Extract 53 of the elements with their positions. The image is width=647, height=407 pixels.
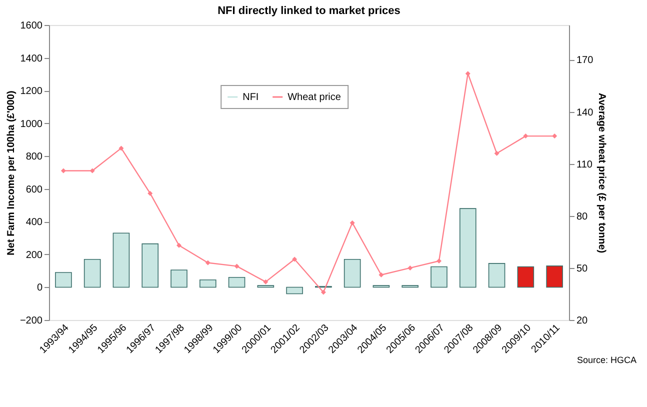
- bar: [517, 266, 534, 288]
- y-tick-label: 800: [26, 152, 43, 163]
- point: [378, 272, 384, 278]
- y-tick-label: 1600: [20, 20, 43, 32]
- point: [320, 290, 326, 295]
- y2-tick-label: 20: [576, 316, 588, 326]
- y-axis-title: Net Farm Income per 100ha (£'000): [6, 90, 17, 256]
- point: [148, 190, 153, 196]
- bar: [199, 279, 216, 288]
- y-tick-label: 200: [26, 250, 43, 261]
- bar: [430, 266, 448, 288]
- point: [523, 134, 528, 139]
- point: [60, 168, 66, 174]
- bar: [142, 243, 159, 288]
- bar: [344, 258, 361, 288]
- y2-tick-label: 50: [576, 263, 588, 274]
- source-note: Source: HGCA: [577, 355, 637, 365]
- y-tick-label: 1200: [20, 86, 43, 98]
- y2-tick-label: 110: [576, 159, 593, 170]
- y-tick-label: 0: [36, 282, 43, 294]
- legend-label: NFI: [242, 92, 259, 103]
- y2-tick-label: 140: [576, 107, 594, 118]
- legend-label: Wheat price: [288, 92, 342, 103]
- point: [408, 265, 413, 270]
- y-tick-label: 1400: [20, 53, 43, 64]
- point: [205, 260, 210, 266]
- bar: [459, 208, 476, 288]
- y2-tick-label: 80: [576, 211, 588, 222]
- y2-axis-title: Average wheat price (£ per tonne): [596, 92, 608, 254]
- point: [118, 146, 124, 151]
- point: [436, 258, 442, 264]
- point: [292, 256, 298, 262]
- chart-title: NFI directly linked to market prices: [218, 5, 400, 17]
- bar: [84, 258, 101, 288]
- y-tick-label: −200: [20, 316, 43, 326]
- bar: [170, 270, 188, 288]
- point: [552, 134, 558, 139]
- bar: [228, 276, 246, 288]
- point: [90, 168, 95, 174]
- y-tick-label: 1000: [20, 118, 43, 130]
- point: [494, 150, 500, 156]
- point: [263, 279, 268, 284]
- point: [176, 242, 182, 248]
- y-tick-label: 600: [26, 184, 43, 196]
- bar: [488, 263, 506, 288]
- bar: [546, 266, 563, 288]
- bar: [55, 272, 72, 288]
- point: [350, 220, 355, 226]
- y2-tick-label: 170: [576, 55, 594, 66]
- y-tick-label: 400: [26, 217, 43, 228]
- point: [234, 264, 240, 269]
- bar: [286, 286, 303, 294]
- bar: [112, 232, 130, 288]
